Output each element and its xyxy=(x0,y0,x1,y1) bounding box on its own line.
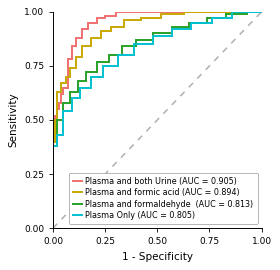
Legend: Plasma and both Urine (AUC = 0.905), Plasma and formic acid (AUC = 0.894), Plasm: Plasma and both Urine (AUC = 0.905), Pla… xyxy=(69,173,258,224)
X-axis label: 1 - Specificity: 1 - Specificity xyxy=(122,252,193,262)
Y-axis label: Sensitivity: Sensitivity xyxy=(8,93,18,147)
